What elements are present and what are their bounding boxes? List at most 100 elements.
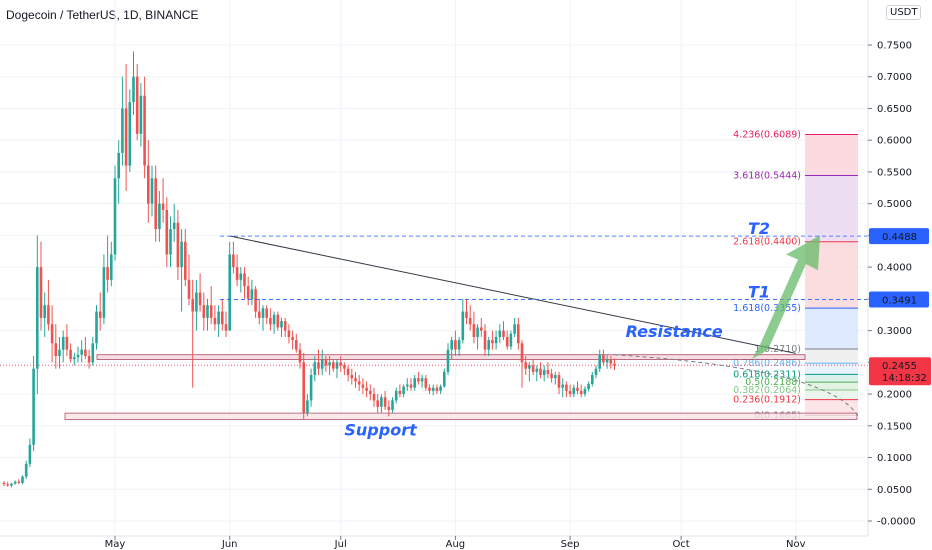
zones[interactable] <box>64 354 858 420</box>
target-price-badge <box>869 228 929 245</box>
price-tick-label: 0.7000 <box>877 72 912 83</box>
candle-body <box>487 340 490 350</box>
candle-body <box>557 375 561 388</box>
candle-body <box>446 349 450 372</box>
candle-body <box>154 178 157 230</box>
candle-body <box>202 305 206 318</box>
candle-body <box>509 333 513 347</box>
fib-level-label: 0.5(0.2188) <box>745 377 801 388</box>
candle-body <box>73 357 76 360</box>
projection-path <box>614 354 859 417</box>
candle-body <box>121 108 124 153</box>
candle-body <box>61 336 65 350</box>
candle-body <box>376 400 379 407</box>
candle-body <box>561 384 564 388</box>
candle-body <box>550 373 553 379</box>
fib-band <box>805 363 858 375</box>
candle-body <box>413 378 416 388</box>
fib-level-label: 0.618(0.2311) <box>733 369 801 380</box>
candle-body <box>406 384 409 387</box>
candle-body <box>565 384 568 391</box>
candle-body <box>91 343 95 363</box>
price-tick-label: 0.7500 <box>877 41 912 52</box>
candle-body <box>28 444 32 464</box>
candle-body <box>87 355 91 363</box>
candle-body <box>483 330 487 350</box>
candle-body <box>513 324 516 334</box>
candle-body <box>117 152 120 179</box>
target-arrow <box>752 235 820 360</box>
fib-band <box>805 134 858 176</box>
candle-body <box>579 390 583 395</box>
candle-body <box>132 76 135 103</box>
candle-body <box>124 108 128 166</box>
chart-title: Dogecoin / TetherUS, 1D, BINANCE <box>6 8 199 22</box>
candle-body <box>161 203 165 211</box>
candle-body <box>261 308 265 318</box>
candle-body <box>50 324 54 344</box>
time-tick-label: Nov <box>786 539 806 550</box>
candle-body <box>184 241 187 280</box>
candle-body <box>339 362 342 366</box>
current-price-text: 0.2455 <box>882 361 917 372</box>
candle-body <box>476 327 479 337</box>
descending-trendline[interactable] <box>229 235 796 354</box>
candle-body <box>280 321 283 328</box>
candle-body <box>54 343 58 356</box>
candle-body <box>176 222 180 268</box>
candle-body <box>65 336 69 350</box>
candle-body <box>36 267 39 369</box>
price-axis[interactable]: 0.75000.70000.65000.60000.55000.50000.45… <box>867 0 931 536</box>
candle-body <box>180 241 183 268</box>
candle-body <box>17 481 21 483</box>
candle-body <box>98 311 102 318</box>
candle-body <box>576 387 579 391</box>
candle-body <box>357 381 361 385</box>
candle-body <box>468 317 472 325</box>
price-tick-label: -0.0000 <box>877 517 916 528</box>
candle-body <box>298 349 302 363</box>
candle-body <box>494 336 498 344</box>
candle-body <box>221 311 224 325</box>
time-axis[interactable]: May Jun Jul Aug Sep Oct Nov <box>0 535 868 550</box>
candle-body <box>258 311 261 318</box>
candle-body <box>424 378 428 388</box>
fib-band <box>805 374 858 383</box>
candle-body <box>213 317 217 325</box>
drawings[interactable] <box>0 235 868 417</box>
candle-body <box>291 336 294 341</box>
candle-body <box>76 354 80 358</box>
candle-body <box>369 390 372 395</box>
candle-body <box>554 375 557 379</box>
time-tick-label: Jul <box>334 539 347 550</box>
candle-body <box>598 354 601 369</box>
fib-level-label: 3.618(0.5444) <box>733 170 801 181</box>
annotation-resistance: Resistance <box>626 322 723 341</box>
candle-body <box>265 308 268 318</box>
candle-body <box>443 371 446 387</box>
candle-body <box>295 340 298 350</box>
candlesticks <box>2 51 616 488</box>
price-tick-label: 0.3000 <box>877 326 912 337</box>
candle-body <box>602 354 605 363</box>
countdown-text: 14:18:32 <box>882 373 927 384</box>
candle-body <box>102 267 106 318</box>
candle-body <box>457 340 461 350</box>
candle-body <box>528 365 531 369</box>
candle-body <box>505 336 509 347</box>
candle-body <box>409 384 413 388</box>
fib-band <box>805 382 858 391</box>
candle-body <box>139 95 143 134</box>
candle-body <box>535 368 539 372</box>
candle-body <box>32 368 35 445</box>
candle-body <box>343 365 346 369</box>
candle-body <box>354 378 357 382</box>
currency-unit-button[interactable]: USDT <box>886 5 922 20</box>
time-tick-label: Aug <box>446 539 466 550</box>
candle-body <box>542 369 546 376</box>
candle-body <box>587 383 590 389</box>
candle-body <box>206 305 209 318</box>
candle-body <box>13 481 17 484</box>
candle-body <box>287 330 291 337</box>
